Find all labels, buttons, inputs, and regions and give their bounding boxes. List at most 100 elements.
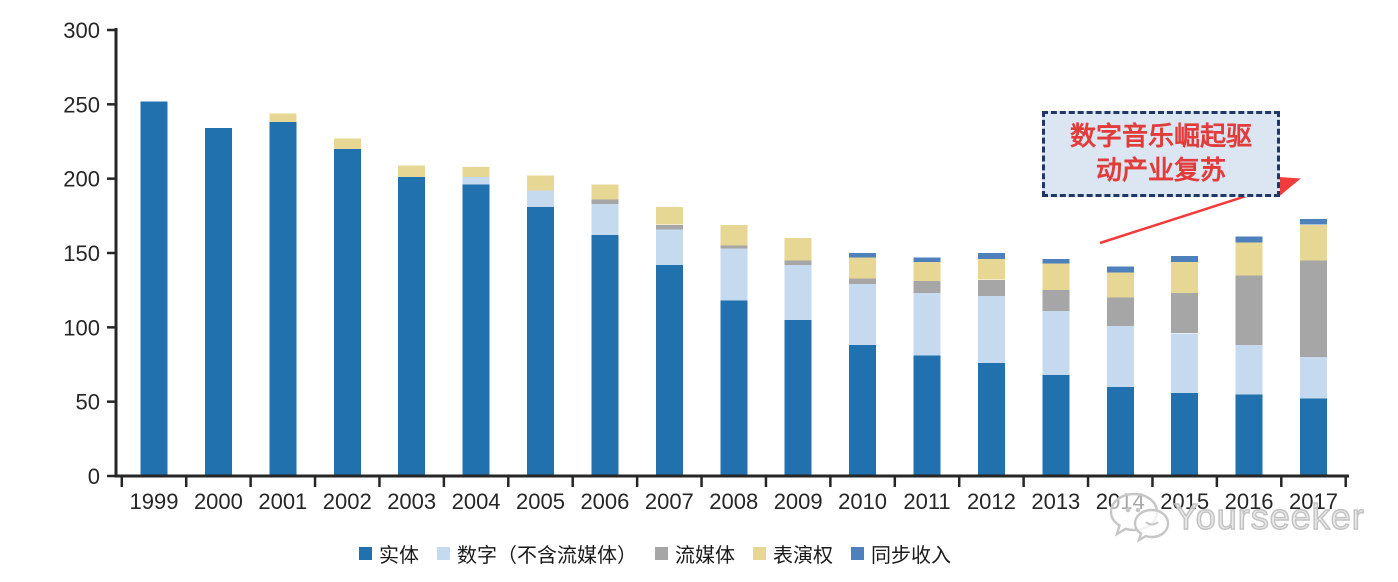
bar-segment — [977, 258, 1005, 280]
x-axis-tick-label: 2011 — [903, 489, 950, 514]
legend-item: 表演权 — [753, 539, 833, 568]
bar-segment — [1235, 345, 1263, 395]
y-axis-tick-label: 50 — [76, 390, 100, 415]
bar-segment — [1235, 242, 1263, 276]
bar-segment — [398, 165, 426, 178]
bar-segment — [977, 279, 1005, 297]
bar-segment — [527, 190, 554, 207]
bar-segment — [784, 238, 812, 261]
x-axis-tick-label: 2016 — [1225, 489, 1274, 514]
bar-segment — [720, 245, 748, 249]
bar-segment — [591, 235, 619, 476]
bar-segment — [1042, 290, 1070, 311]
bar-segment — [333, 148, 361, 476]
legend-swatch — [359, 547, 372, 560]
bar-segment — [204, 128, 232, 476]
x-axis-tick-label: 2009 — [774, 489, 823, 514]
legend-swatch — [851, 547, 864, 560]
bar-segment — [1042, 263, 1070, 291]
x-axis-tick-label: 2017 — [1289, 489, 1338, 514]
bar-segment — [1235, 236, 1263, 243]
x-axis-tick-label: 2008 — [709, 489, 758, 514]
bar-segment — [913, 281, 941, 294]
legend-swatch — [753, 547, 766, 560]
bar-segment — [1171, 333, 1199, 393]
x-axis-tick-label: 2010 — [838, 489, 887, 514]
bar-segment — [333, 138, 361, 149]
x-axis-tick-label: 2006 — [580, 489, 629, 514]
x-axis-tick-label: 1999 — [130, 489, 179, 514]
bar-segment — [849, 278, 877, 285]
bar-segment — [1300, 260, 1327, 357]
x-axis-tick-label: 2003 — [387, 489, 436, 514]
y-axis-tick-label: 200 — [63, 167, 100, 192]
bar-segment — [655, 264, 683, 476]
bar-segment — [140, 101, 168, 477]
bar-segment — [398, 177, 426, 476]
legend-item: 同步收入 — [851, 539, 951, 568]
bar-segment — [655, 229, 683, 265]
y-axis-tick-label: 100 — [63, 315, 100, 340]
bar-segment — [1042, 258, 1070, 264]
bar-segment — [720, 248, 748, 301]
x-axis-tick-label: 2013 — [1031, 489, 1080, 514]
y-axis-tick-label: 250 — [63, 92, 100, 117]
legend-label: 流媒体 — [675, 545, 735, 567]
bar-segment — [913, 257, 941, 262]
legend: 实体 数字（不含流媒体） 流媒体 表演权 同步收入 — [0, 539, 1398, 568]
bar-segment — [913, 355, 941, 476]
bar-segment — [591, 199, 619, 204]
bar-segment — [1300, 218, 1327, 225]
x-axis-tick-label: 2012 — [967, 489, 1016, 514]
legend-label: 表演权 — [773, 545, 833, 567]
bar-segment — [849, 257, 877, 279]
bar-segment — [1106, 325, 1134, 387]
x-axis-tick-label: 2004 — [452, 489, 501, 514]
bar-segment — [1300, 224, 1327, 261]
legend-swatch — [655, 547, 668, 560]
bar-segment — [1300, 398, 1327, 476]
bar-segment — [784, 264, 812, 320]
bar-segment — [1171, 256, 1199, 262]
bar-segment — [1300, 357, 1327, 399]
legend-label: 同步收入 — [871, 545, 951, 567]
x-axis-tick-label: 2001 — [258, 489, 307, 514]
x-axis-tick-label: 2007 — [645, 489, 694, 514]
legend-item: 流媒体 — [655, 539, 735, 568]
bar-segment — [462, 177, 490, 185]
legend-swatch — [437, 547, 450, 560]
bar-segment — [591, 184, 619, 200]
bar-segment — [1106, 266, 1134, 273]
legend-item: 实体 — [359, 539, 419, 568]
x-axis-tick-label: 2002 — [323, 489, 372, 514]
bar-segment — [1171, 293, 1199, 334]
bar-segment — [269, 122, 297, 476]
bar-segment — [527, 206, 554, 476]
legend-label: 数字（不含流媒体） — [457, 545, 637, 567]
bar-segment — [591, 203, 619, 236]
bar-segment — [1171, 392, 1199, 476]
annotation-callout: 数字音乐崛起驱 动产业复苏 — [1042, 111, 1280, 197]
legend-label: 实体 — [379, 545, 419, 567]
bar-segment — [655, 206, 683, 225]
bar-segment — [784, 319, 812, 476]
bar-segment — [977, 253, 1005, 259]
x-axis-tick-label: 2015 — [1160, 489, 1209, 514]
bar-segment — [849, 253, 877, 258]
bar-segment — [913, 261, 941, 282]
x-axis-tick-label: 2000 — [194, 489, 243, 514]
y-axis-tick-label: 0 — [88, 464, 100, 489]
bar-segment — [849, 284, 877, 346]
bar-segment — [655, 224, 683, 230]
bar-segment — [1042, 374, 1070, 476]
x-axis-tick-label: 2005 — [516, 489, 565, 514]
bar-segment — [849, 345, 877, 476]
bar-segment — [913, 293, 941, 356]
bar-segment — [1106, 272, 1134, 298]
bar-segment — [720, 300, 748, 476]
bar-segment — [1106, 386, 1134, 476]
bar-segment — [462, 184, 490, 476]
bar-segment — [977, 296, 1005, 363]
